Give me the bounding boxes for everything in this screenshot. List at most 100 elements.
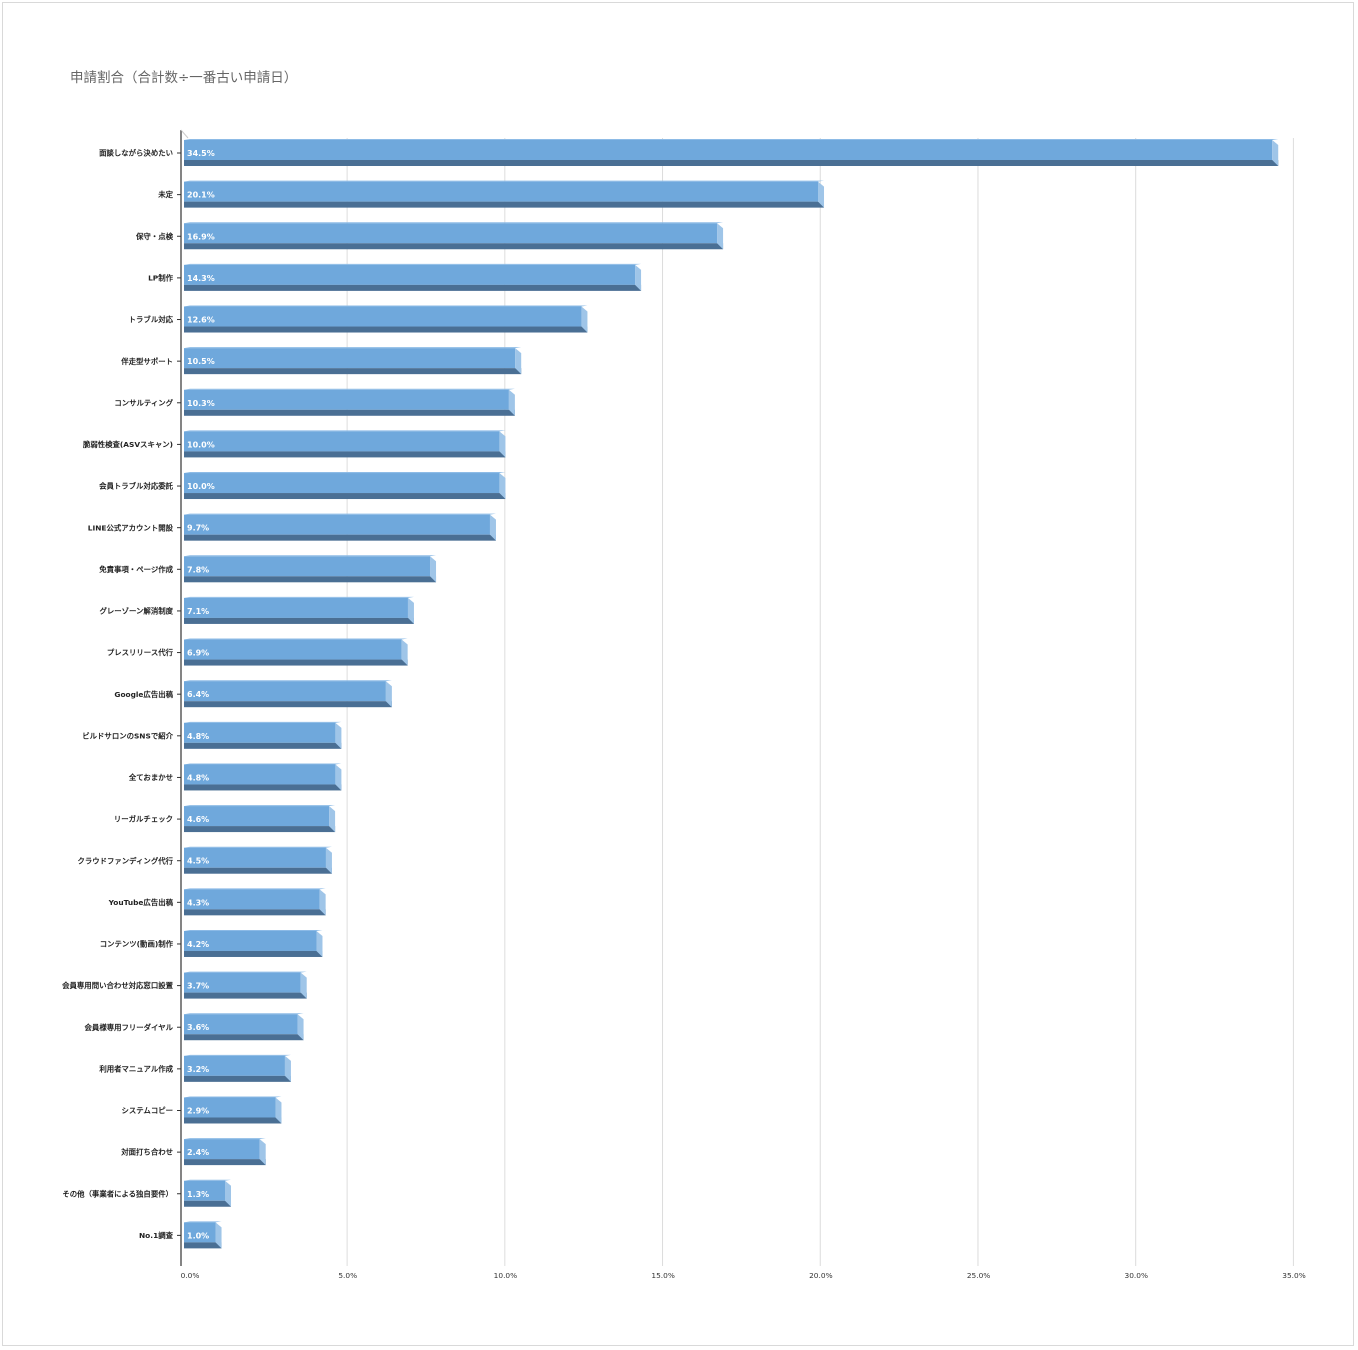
bar [184, 180, 825, 208]
x-tick-label: 30.0% [1125, 1271, 1148, 1280]
category-label: グレーゾーン解消制度 [99, 607, 173, 616]
bar-side-face [335, 722, 342, 749]
bar-bottom-face [184, 909, 326, 916]
bar-bottom-face [184, 950, 323, 957]
bar-top-face [184, 721, 342, 723]
bar-side-face [401, 639, 408, 666]
bar-front-face [184, 1222, 216, 1243]
category-label: YouTube広告出稿 [108, 898, 174, 907]
bar [184, 680, 392, 708]
bar-side-face [489, 514, 496, 541]
value-label: 4.3% [187, 898, 209, 907]
bar-bottom-face [184, 701, 392, 708]
bar-front-face [184, 181, 819, 202]
bar-front-face [184, 930, 317, 951]
category-label: システムコピー [121, 1106, 173, 1115]
bar [184, 1221, 222, 1249]
bar-front-face [184, 1180, 226, 1201]
bar [184, 929, 323, 957]
bar [184, 596, 414, 624]
bar [184, 805, 336, 833]
category-label: 未定 [157, 190, 173, 199]
bar-top-face [184, 513, 496, 515]
bar-bottom-face [184, 409, 515, 416]
category-label: 会員専用問い合わせ対応窓口設置 [62, 981, 173, 990]
x-tick-label: 10.0% [494, 1271, 517, 1280]
bar-top-face [184, 929, 323, 931]
category-label: ビルドサロンのSNSで紹介 [82, 731, 173, 740]
bar-front-face [184, 722, 336, 743]
value-label: 34.5% [187, 149, 215, 158]
category-label: コンサルティング [114, 398, 173, 407]
bar-front-face [184, 1014, 298, 1035]
value-label: 4.8% [187, 773, 209, 782]
bar-top-face [184, 1013, 304, 1015]
bar-bottom-face [184, 534, 496, 541]
bar-top-face [184, 139, 1279, 140]
bar-bottom-face [184, 742, 342, 749]
category-label: 対面打ち合わせ [120, 1148, 173, 1157]
bar-front-face [184, 348, 516, 369]
value-label: 10.5% [187, 357, 215, 366]
category-label: 会員様専用フリーダイヤル [85, 1023, 174, 1032]
bar-bottom-face [184, 326, 588, 333]
bar-front-face [184, 806, 330, 827]
bar-top-face [184, 263, 642, 265]
value-label: 2.4% [187, 1148, 209, 1157]
value-label: 1.0% [187, 1231, 209, 1240]
bar-side-face [325, 847, 332, 874]
bar-front-face [184, 264, 636, 285]
bar [184, 388, 515, 416]
bar-top-face [184, 680, 392, 682]
bar [184, 472, 506, 500]
value-label: 7.8% [187, 565, 209, 574]
bar-side-face [335, 764, 342, 791]
bar [184, 971, 307, 999]
bar-side-face [329, 806, 336, 833]
bar-bottom-face [184, 867, 332, 874]
bar [184, 555, 437, 583]
category-label: LP制作 [148, 273, 174, 282]
axis-depth-line [180, 129, 189, 139]
bar-front-face [184, 306, 582, 327]
bar-front-face [184, 1097, 276, 1118]
bar-side-face [499, 431, 506, 458]
bar-top-face [184, 971, 307, 973]
bar-bottom-face [184, 451, 506, 458]
bar [184, 305, 588, 333]
bar-side-face [717, 223, 724, 250]
category-label: LINE公式アカウント開設 [88, 523, 174, 532]
bar-top-face [184, 1054, 291, 1056]
bar-front-face [184, 889, 320, 910]
bar-top-face [184, 1179, 232, 1181]
category-label: 保守・点検 [135, 232, 174, 241]
bar-side-face [635, 264, 642, 291]
value-label: 10.3% [187, 399, 215, 408]
bar-side-face [499, 473, 506, 500]
category-label: 伴走型サポート [120, 357, 173, 366]
bar-top-face [184, 763, 342, 765]
axes [177, 129, 189, 1266]
bar-bottom-face [184, 201, 825, 208]
bar-top-face [184, 180, 825, 182]
x-tick-label: 0.0% [181, 1271, 200, 1280]
bar-top-face [184, 555, 437, 557]
labels: 0.0% 5.0% 10.0% 15.0% 20.0% 25.0% 30.0% 35.0% 面談… [62, 149, 1306, 1280]
bar-side-face [215, 1222, 222, 1249]
bar [184, 513, 496, 541]
bar [184, 222, 724, 250]
category-label: 面談しながら決めたい [99, 149, 173, 158]
x-tick-label: 20.0% [809, 1271, 832, 1280]
bar [184, 721, 342, 749]
bar-top-face [184, 596, 414, 598]
bar-front-face [184, 473, 500, 494]
category-label: トラブル対応 [129, 315, 174, 324]
bar-side-face [818, 181, 825, 208]
bar-front-face [184, 140, 1273, 160]
category-label: 会員トラブル対応委託 [99, 482, 174, 491]
bar-bottom-face [184, 826, 336, 833]
value-label: 9.7% [187, 524, 209, 533]
value-label: 4.5% [187, 857, 209, 866]
bar-top-face [184, 1138, 266, 1140]
